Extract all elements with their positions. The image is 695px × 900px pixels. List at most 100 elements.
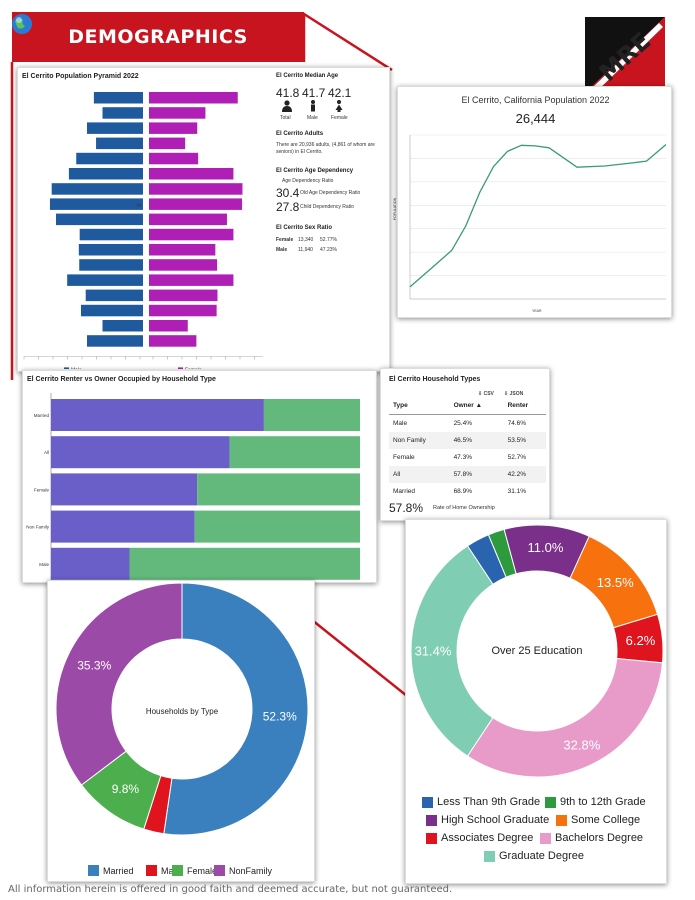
row-renter: 74.6% [507,420,527,427]
donut-value-label: 32.8% [563,737,600,752]
household-table-card: El Cerrito Household Types ⇩ CSV ⇩ JSON … [380,368,550,521]
legend-item[interactable]: NonFamily [214,865,272,876]
legend-item[interactable]: Bachelors Degree [540,832,643,844]
legend-swatch [426,832,437,844]
json-download-link[interactable]: ⇩ JSON [504,391,523,397]
old-age-ratio-value: 30.4 [276,186,300,200]
pyramid-bar-female [149,244,216,256]
pyramid-bar-male [102,107,143,119]
pyramid-bar-male [76,152,143,165]
line-chart-subtitle: 26,444 [515,111,556,126]
education-donut-chart: 11.0% 13.5% 6.2% 32.8% 31.4% [410,524,664,778]
table-row: Non Family 46.5% 53.5% [389,432,546,449]
row-owner: 68.9% [453,488,472,495]
pyramid-bar-male [87,335,143,347]
table-row: All 57.8% 42.2% [389,466,546,483]
pyramid-bar-female [149,92,238,104]
pyramid-bar-female [149,213,227,226]
legend-item[interactable]: High School Graduate [426,814,549,826]
legend-item[interactable]: Male [146,865,181,876]
legend-male-label: Male [71,367,82,369]
legend-label: High School Graduate [441,814,550,826]
renter-owner-chart: Married All Female Non Family Male [26,393,360,584]
row-owner: 25.4% [453,420,472,427]
legend-swatch [146,865,157,876]
row-type: Non Family [389,432,450,449]
household-types-table: Type Owner ▲ Renter Male 25.4% 74.6% Non… [389,397,546,500]
sex-ratio-male-count: 11,940 [298,247,313,253]
legend-item[interactable]: Less Than 9th Grade [422,796,540,808]
row-type: Female [393,454,415,461]
pyramid-bar-male [68,168,143,180]
dependency-subtitle: Age Dependency Ratio [282,178,334,184]
json-download-label: JSON [509,391,524,397]
pyramid-bar-female [149,183,243,195]
median-age-male: 41.7 [302,86,326,100]
legend-item[interactable]: Married [88,865,134,876]
csv-download-link[interactable]: ⇩ CSV [478,391,494,397]
pyramid-bar-male [49,198,144,210]
dependency-title: El Cerrito Age Dependency [276,168,354,174]
adults-text: There are 20,936 adults, (4,861 of whom … [276,142,375,155]
legend-item[interactable]: Female [172,865,217,876]
legend-label: NonFamily [229,865,273,876]
row-owner: 47.3% [453,454,472,461]
table-row: Female 47.3% 52.7% [389,449,546,466]
donut-value-label: 13.5% [597,575,634,590]
legend-swatch [88,865,99,876]
csv-download-label: CSV [483,391,494,397]
legend-label: Some College [571,814,641,826]
header-banner: DEMOGRAPHICS [12,12,304,62]
stack-bar-renter [229,436,360,469]
education-legend: Less Than 9th Grade 9th to 12th Grade High… [406,792,668,882]
header-type[interactable]: Type [389,397,450,415]
legend-swatch [545,796,556,808]
pyramid-bar-female [149,198,243,210]
mre-logo: MRE [585,17,665,93]
donut-value-label: 11.0% [528,540,564,555]
row-type: Married [393,488,416,495]
stack-category-label: Male [39,562,49,567]
line-chart-title: El Cerrito, California Population 2022 [461,95,610,105]
header-renter[interactable]: Renter [503,397,546,415]
pyramid-bar-female [149,259,218,271]
legend-item[interactable]: 9th to 12th Grade [545,796,646,808]
pyramid-chart: 85 Male Female [23,92,263,369]
stack-bar-renter [129,547,360,580]
table-row: Married 68.9% 31.1% [389,483,546,500]
legend-label: Male [161,865,181,876]
row-owner: 57.8% [449,466,504,483]
donut-value-label: 6.2% [626,633,656,648]
education-donut-title: Over 25 Education [491,645,583,657]
legend-swatch [556,814,567,826]
adults-title: El Cerrito Adults [276,131,324,137]
legend-male-swatch [64,367,69,369]
pyramid-center-label: 85 [137,202,142,207]
stack-bar-owner [51,547,130,580]
legend-item[interactable]: Some College [556,814,640,826]
child-ratio-label: Child Dependency Ratio [300,204,354,210]
legend-item[interactable]: Graduate Degree [484,850,584,862]
pyramid-bar-male [96,137,143,150]
stack-category-label: Female [34,487,50,492]
stack-bar-owner [51,473,198,506]
pyramid-bar-male [79,259,143,271]
pyramid-bar-female [149,107,206,119]
sex-ratio-title: El Cerrito Sex Ratio [276,225,333,231]
header-owner[interactable]: Owner ▲ [449,397,504,415]
pyramid-bar-female [149,228,234,241]
pyramid-bar-male [93,92,143,104]
female-icon [335,100,343,112]
stack-bar-renter [194,510,360,543]
legend-item[interactable]: Associates Degree [426,832,533,844]
stack-bar-owner [51,436,230,469]
table-header-row: Type Owner ▲ Renter [389,397,546,415]
median-age-title: El Cerrito Median Age [276,73,339,79]
mre-logo-graphic [585,17,665,93]
row-type: Male [393,420,408,427]
legend-label: Less Than 9th Grade [437,796,541,808]
download-icon: ⇩ [478,391,483,397]
pyramid-bar-male [102,320,143,332]
stats-panel: El Cerrito Median Age 41.8 41.7 42.1 Tot… [276,68,388,368]
